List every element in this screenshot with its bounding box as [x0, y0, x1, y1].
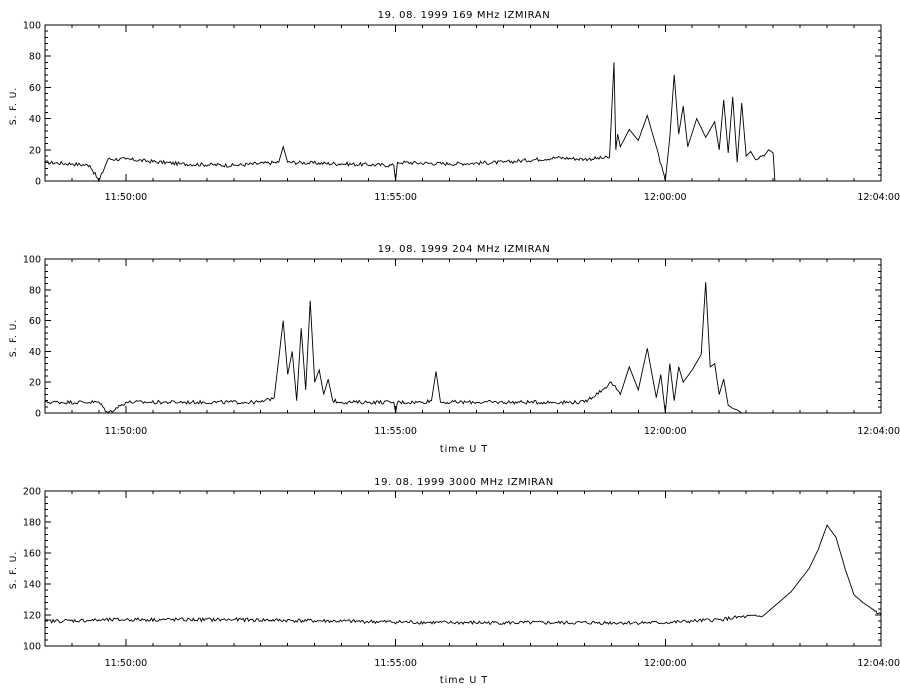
panel-204mhz-ylabel: S. F. U.	[9, 319, 19, 357]
y-tick-label: 200	[23, 487, 41, 498]
y-tick-label: 40	[29, 347, 41, 358]
y-tick-label: 140	[23, 580, 41, 591]
y-tick-label: 100	[23, 255, 41, 266]
panel-204mhz-title: 19. 08. 1999 204 MHz IZMIRAN	[378, 244, 551, 255]
panel-3000mhz-ticks: 100 120 140 160 180 200 11:50:00 11:55:00 12:00:…	[23, 487, 900, 670]
x-tick-label: 11:55:00	[374, 192, 417, 203]
y-tick-label: 20	[29, 145, 41, 156]
panel-169mhz-frame	[44, 24, 882, 182]
x-tick-label: 12:04:00	[857, 192, 900, 203]
x-tick-label: 12:04:00	[857, 426, 900, 437]
x-tick-label: 11:50:00	[105, 658, 148, 669]
panel-3000mhz-title: 19. 08. 1999 3000 MHz IZMIRAN	[374, 477, 554, 488]
x-tick-label: 11:55:00	[374, 426, 417, 437]
panel-204mhz-xlabel: time U T	[440, 444, 488, 455]
panel-3000mhz-xlabel: time U T	[440, 675, 488, 686]
y-tick-label: 80	[29, 285, 41, 296]
y-tick-label: 100	[23, 642, 41, 653]
panel-169mhz-ticks: 0 20 40 60 80 100 11:50:00 11:55:00 12:00:00 12:0…	[23, 21, 900, 204]
y-tick-label: 100	[23, 21, 41, 32]
panel-204mhz-ticks: 0 20 40 60 80 100 11:50:00 11:55:00 12:00:00 12:0…	[23, 255, 900, 438]
y-tick-label: 180	[23, 518, 41, 529]
panel-3000mhz: 19. 08. 1999 3000 MHz IZMIRAN S. F. U. 1…	[9, 477, 900, 686]
panel-3000mhz-ylabel: S. F. U.	[9, 551, 19, 589]
y-tick-label: 80	[29, 52, 41, 63]
y-tick-label: 60	[29, 83, 41, 94]
panel-169mhz-trace	[44, 62, 881, 183]
panel-169mhz-title: 19. 08. 1999 169 MHz IZMIRAN	[378, 10, 551, 21]
panel-3000mhz-frame	[44, 490, 882, 647]
y-tick-label: 60	[29, 316, 41, 327]
y-tick-label: 40	[29, 114, 41, 125]
panel-169mhz-ylabel: S. F. U.	[9, 87, 19, 125]
x-tick-label: 12:04:00	[857, 658, 900, 669]
panel-204mhz: 19. 08. 1999 204 MHz IZMIRAN S. F. U. 0 2…	[9, 244, 900, 455]
y-tick-label: 120	[23, 611, 41, 622]
y-tick-label: 0	[35, 177, 41, 188]
x-tick-label: 12:00:00	[644, 426, 687, 437]
y-tick-label: 160	[23, 549, 41, 560]
panel-204mhz-trace	[44, 282, 881, 414]
x-tick-label: 12:00:00	[644, 658, 687, 669]
panel-169mhz: 19. 08. 1999 169 MHz IZMIRAN S. F. U. 0 2…	[9, 10, 900, 203]
x-tick-label: 12:00:00	[644, 192, 687, 203]
panel-3000mhz-trace	[44, 524, 882, 626]
panel-204mhz-frame	[44, 258, 882, 414]
x-tick-label: 11:55:00	[374, 658, 417, 669]
y-tick-label: 0	[35, 409, 41, 420]
y-tick-label: 20	[29, 378, 41, 389]
x-tick-label: 11:50:00	[105, 426, 148, 437]
x-tick-label: 11:50:00	[105, 192, 148, 203]
